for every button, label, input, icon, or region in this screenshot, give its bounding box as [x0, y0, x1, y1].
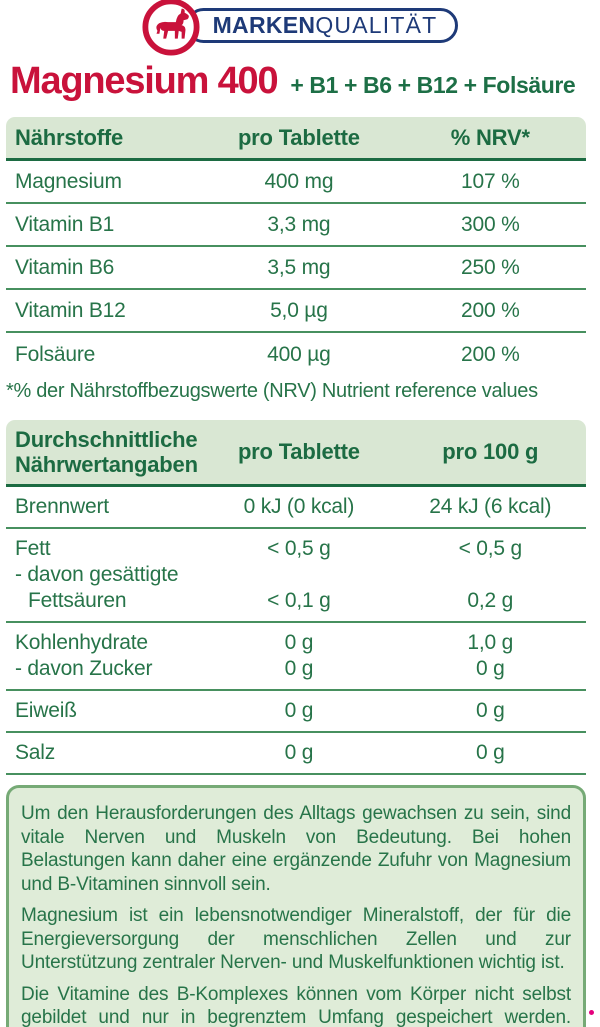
row-per-tablet: < 0,1 g: [267, 589, 331, 612]
row-label: Folsäure: [15, 342, 96, 366]
row-per-100g: 0 g: [475, 699, 505, 722]
row-nrv: 300 %: [461, 212, 520, 236]
row-nrv: 200 %: [461, 342, 520, 366]
row-nrv: 200 %: [461, 298, 520, 322]
print-registration-dot: [589, 1010, 594, 1015]
row-per-100g: 0 g: [475, 657, 505, 680]
row-sublabel: - davon gesättigte: [15, 563, 179, 586]
row-label: Vitamin B6: [15, 255, 115, 279]
row-label: Magnesium: [15, 169, 122, 193]
row-amount: 5,0 µg: [270, 298, 328, 322]
table-row-vitamin-b12: Vitamin B12 5,0 µg 200 %: [6, 290, 586, 333]
nrv-header-per-tablet: pro Tablette: [237, 124, 360, 150]
row-amount: 400 µg: [267, 342, 331, 366]
row-label: Fett: [15, 537, 51, 560]
row-per-tablet: < 0,5 g: [267, 537, 331, 560]
quality-badge-bold-text: MARKEN: [212, 12, 316, 38]
table-row-vitamin-b1: Vitamin B1 3,3 mg 300 %: [6, 204, 586, 247]
row-sublabel: - davon Zucker: [15, 657, 153, 680]
row-amount: 400 mg: [264, 169, 334, 193]
nutrition-table-header: Durchschnittliche Nährwertangaben pro Ta…: [6, 420, 586, 487]
table-row-brennwert: Brennwert 0 kJ (0 kcal) 24 kJ (6 kcal): [6, 487, 586, 529]
table-row-folsaeure: Folsäure 400 µg 200 %: [6, 333, 586, 376]
row-per-100g: 1,0 g: [467, 631, 514, 654]
product-title: Magnesium 400 + B1 + B6 + B12 + Folsäure: [0, 60, 600, 103]
nrv-header-percent-nrv: % NRV*: [450, 124, 530, 150]
row-label: Brennwert: [15, 495, 109, 518]
rossmann-centaur-logo-icon: [142, 0, 200, 56]
row-label: Eiweiß: [15, 699, 77, 722]
product-name: Magnesium 400: [10, 60, 279, 102]
nutrition-header-title-line1: Durchschnittliche: [15, 427, 198, 452]
description-paragraph: Magnesium ist ein lebensnotwendiger Mine…: [21, 905, 571, 973]
row-amount: 3,5 mg: [267, 255, 331, 279]
nutrition-header-title-line2: Nährwertangaben: [15, 452, 198, 477]
nrv-table: Nährstoffe pro Tablette % NRV* Magnesium…: [6, 117, 586, 376]
row-per-100g: 24 kJ (6 kcal): [429, 495, 552, 518]
table-row-vitamin-b6: Vitamin B6 3,5 mg 250 %: [6, 247, 586, 290]
product-vitamins-suffix: + B1 + B6 + B12 + Folsäure: [290, 72, 576, 98]
row-per-100g: 0,2 g: [467, 589, 514, 612]
row-per-tablet: 0 g: [284, 631, 314, 654]
quality-badge: MARKEN QUALITÄT: [185, 8, 459, 43]
row-per-tablet: 0 g: [284, 699, 314, 722]
row-per-tablet: 0 g: [284, 741, 314, 764]
table-row-magnesium: Magnesium 400 mg 107 %: [6, 161, 586, 204]
row-label: Salz: [15, 741, 56, 764]
row-nrv: 107 %: [461, 169, 520, 193]
table-row-kohlenhydrate: Kohlenhydrate 0 g 1,0 g - davon Zucker 0…: [6, 623, 586, 691]
table-row-eiweiss: Eiweiß 0 g 0 g: [6, 691, 586, 733]
nrv-footnote: *% der Nährstoffbezugswerte (NRV) Nutrie…: [6, 380, 538, 402]
table-row-salz: Salz 0 g 0 g: [6, 733, 586, 775]
nutrition-header-title: Durchschnittliche Nährwertangaben: [6, 427, 203, 477]
row-per-tablet: 0 g: [284, 657, 314, 680]
nutrition-header-per-100g: pro 100 g: [442, 439, 539, 464]
row-nrv: 250 %: [461, 255, 520, 279]
description-paragraph: Um den Herausforderungen des Alltags gew…: [21, 803, 571, 895]
row-label: Vitamin B12: [15, 298, 126, 322]
row-per-100g: 0 g: [475, 741, 505, 764]
row-label: Kohlenhydrate: [15, 631, 148, 654]
nutrition-header-per-tablet: pro Tablette: [237, 439, 360, 464]
description-box: Um den Herausforderungen des Alltags gew…: [6, 785, 586, 1027]
row-amount: 3,3 mg: [267, 212, 331, 236]
brand-header: MARKEN QUALITÄT: [0, 0, 600, 56]
description-paragraph: Die Vitamine des B-Komplexes können vom …: [21, 983, 571, 1027]
nutrition-table: Durchschnittliche Nährwertangaben pro Ta…: [6, 420, 586, 775]
row-sublabel: Fettsäuren: [28, 589, 127, 612]
table-row-fett: Fett < 0,5 g < 0,5 g - davon gesättigte …: [6, 529, 586, 623]
nrv-header-nutrients: Nährstoffe: [15, 124, 124, 150]
row-per-100g: < 0,5 g: [458, 537, 523, 560]
quality-badge-regular-text: QUALITÄT: [315, 12, 438, 38]
row-label: Vitamin B1: [15, 212, 115, 236]
nrv-table-header: Nährstoffe pro Tablette % NRV*: [6, 117, 586, 161]
row-per-tablet: 0 kJ (0 kcal): [243, 495, 355, 518]
